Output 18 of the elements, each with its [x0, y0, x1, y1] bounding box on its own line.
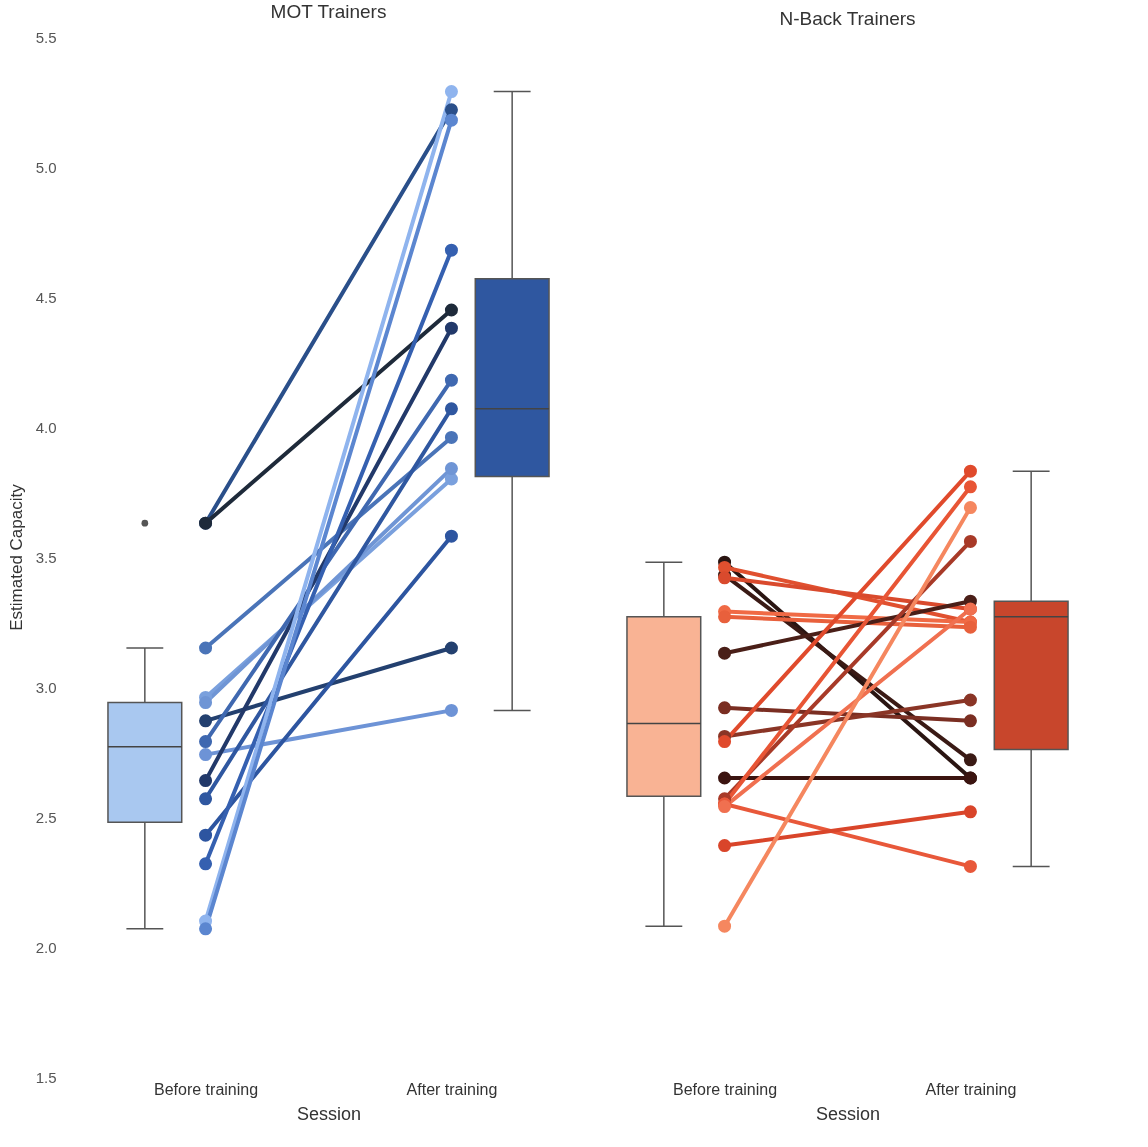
y-tick-label: 2.5 [35, 808, 57, 826]
x-tick-label: Before training [154, 1080, 259, 1098]
y-tick-label: 3.0 [35, 678, 57, 696]
x-axis-title: Session [815, 1103, 881, 1124]
y-tick-label: 2.0 [35, 938, 57, 956]
y-tick-label: 5.0 [35, 158, 57, 176]
y-tick-label: 3.5 [35, 548, 57, 566]
y-tick-label: 4.5 [35, 288, 57, 306]
x-tick-label: Before training [673, 1080, 778, 1098]
y-tick-label: 1.5 [35, 1068, 57, 1086]
chart-title: N-Back Trainers [779, 8, 916, 29]
x-tick-label: After training [406, 1080, 498, 1098]
x-tick-label: After training [925, 1080, 1017, 1098]
chart-title: MOT Trainers [270, 1, 387, 22]
y-tick-label: 5.5 [35, 28, 57, 46]
x-axis-title: Session [296, 1103, 362, 1124]
y-axis-title: Estimated Capacity [6, 483, 26, 631]
y-tick-label: 4.0 [35, 418, 57, 436]
